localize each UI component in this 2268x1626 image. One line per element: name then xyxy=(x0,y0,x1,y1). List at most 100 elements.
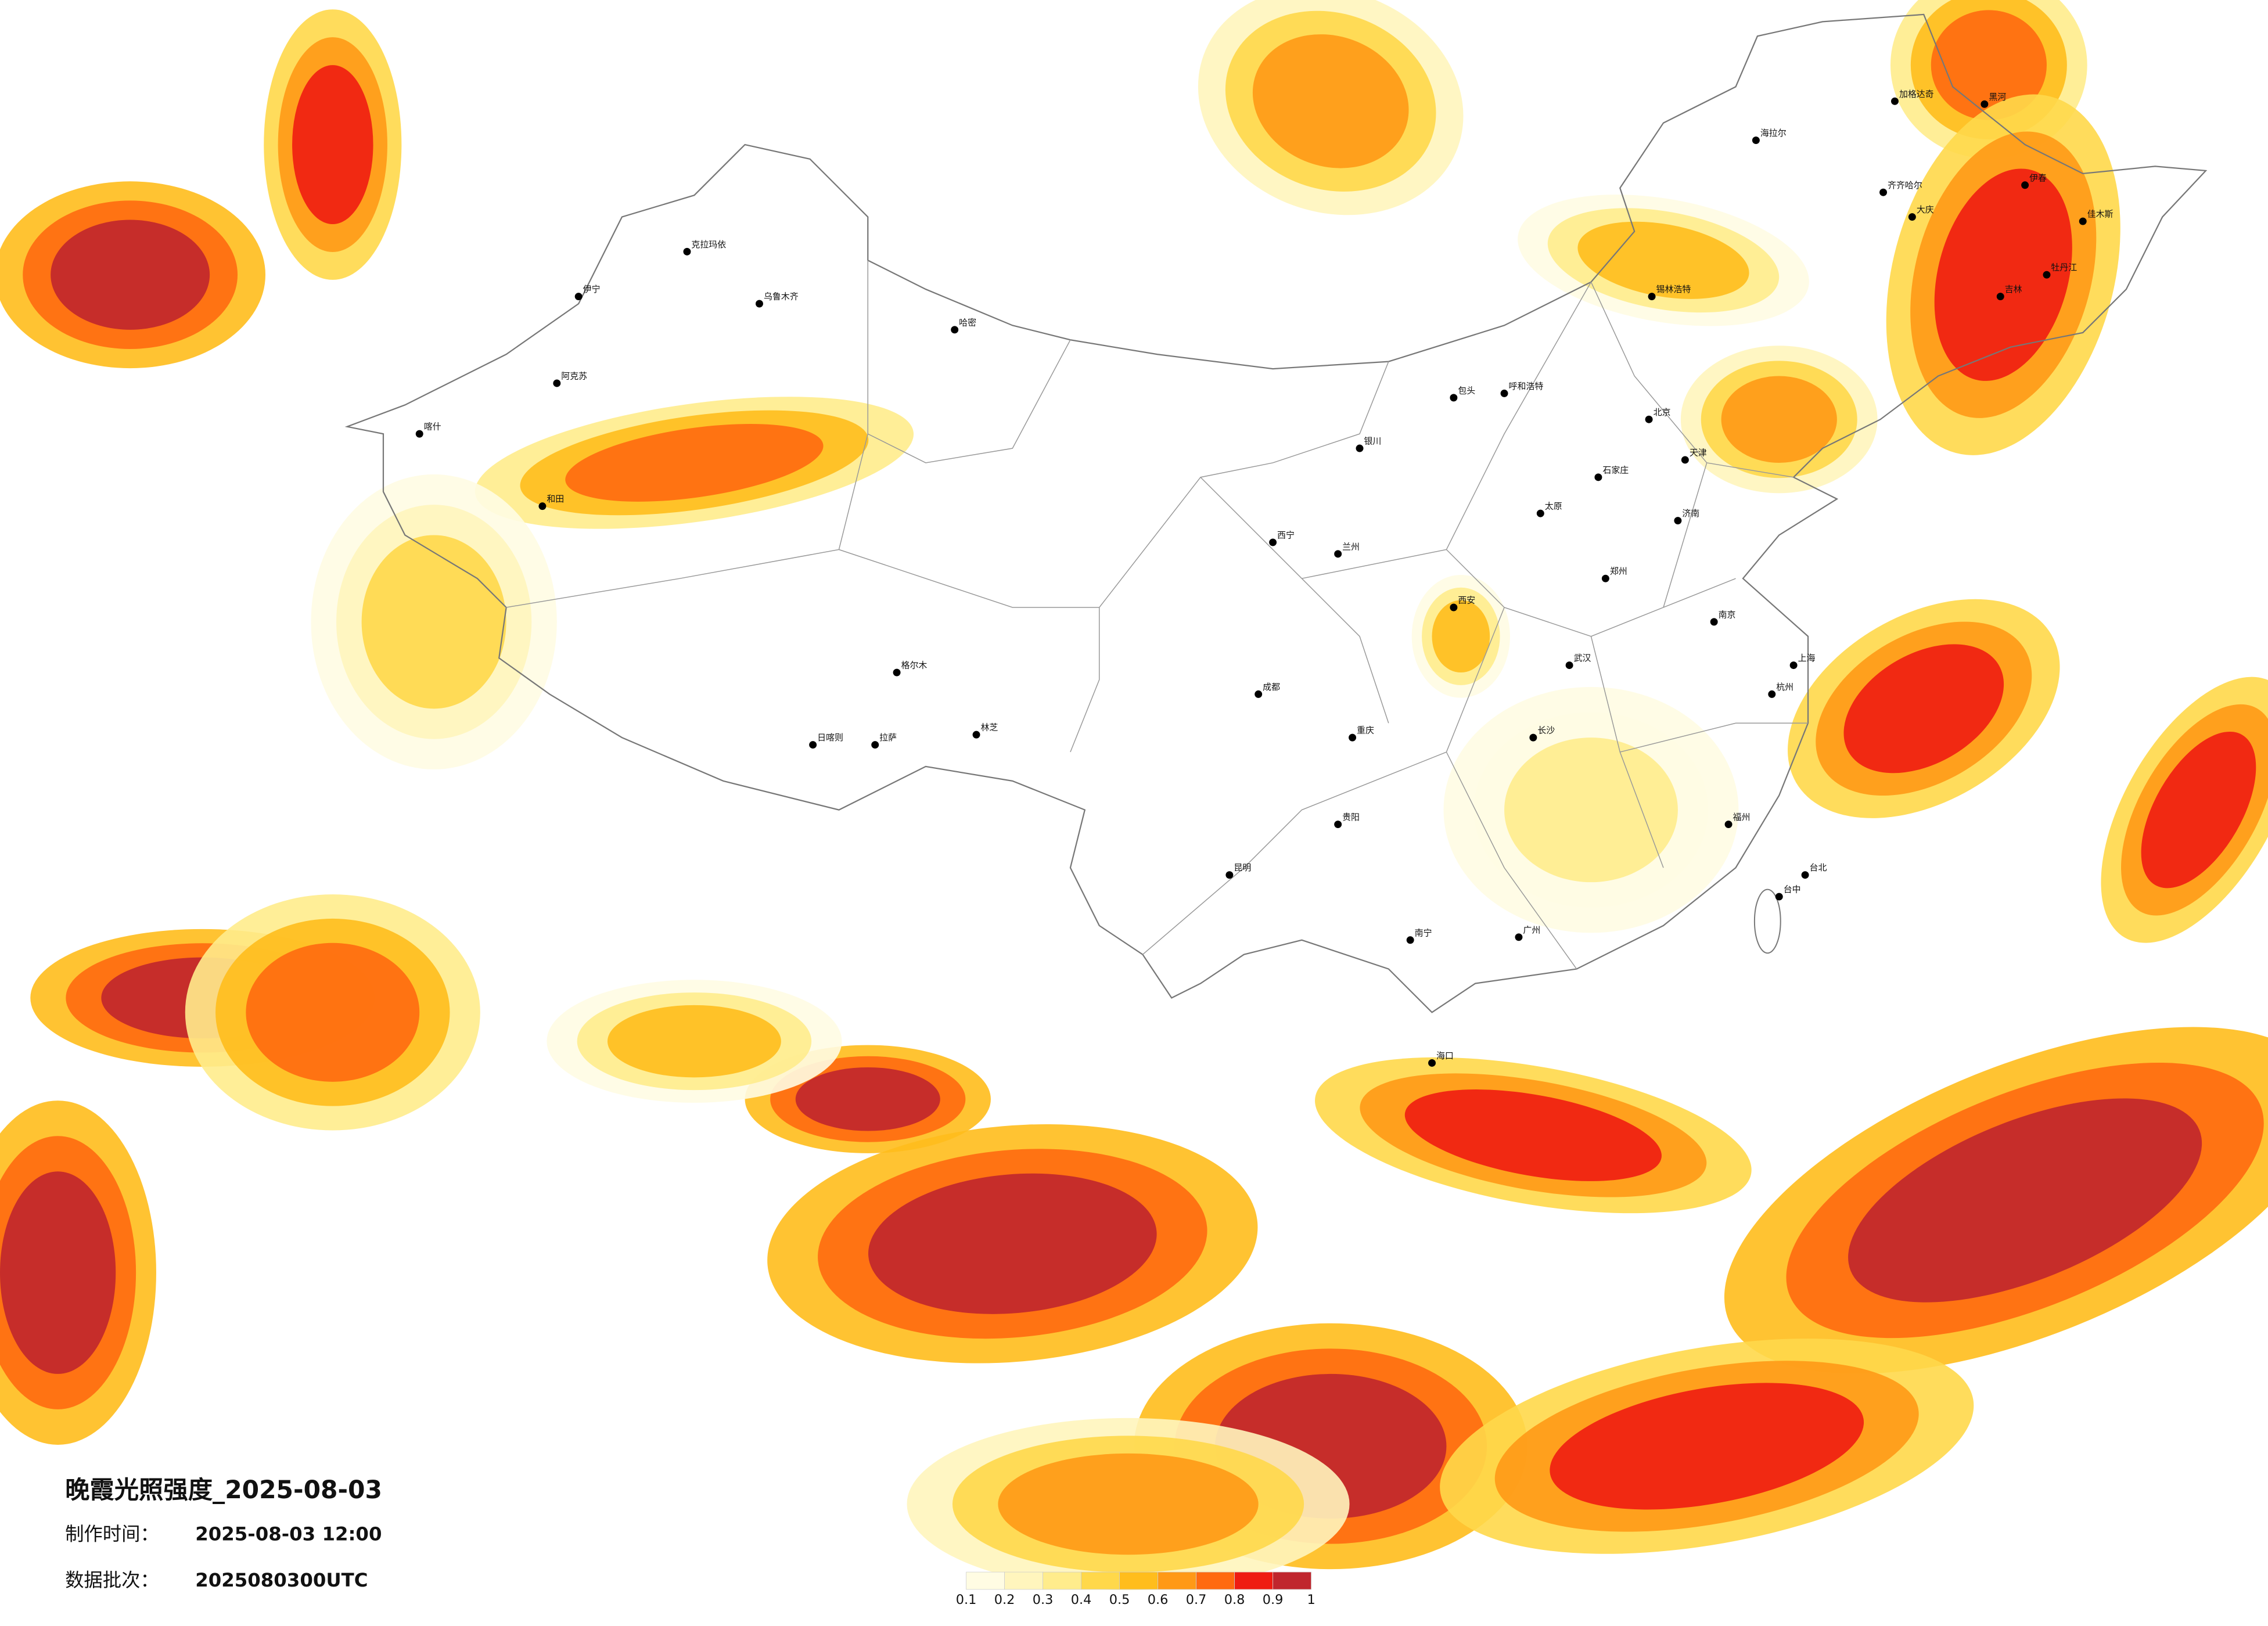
city-dot xyxy=(538,502,547,510)
heat-area xyxy=(868,1173,1157,1314)
city-label: 佳木斯 xyxy=(2087,209,2114,220)
city-label: 银川 xyxy=(1364,436,1381,447)
city-label: 吉林 xyxy=(2005,284,2022,294)
city-label: 海口 xyxy=(1436,1051,1454,1061)
map-title: 晚霞光照强度_2025-08-03 xyxy=(65,1476,382,1504)
made-label: 制作时间： xyxy=(65,1523,159,1545)
legend-swatch xyxy=(966,1571,1005,1590)
city-label: 克拉玛依 xyxy=(691,239,726,250)
city-label: 北京 xyxy=(1654,407,1671,418)
city-label: 南宁 xyxy=(1415,927,1432,938)
city-label: 锡林浩特 xyxy=(1656,284,1691,294)
city-dot xyxy=(2021,181,2029,189)
heat-area xyxy=(361,535,506,709)
city-label: 石家庄 xyxy=(1602,465,1629,475)
city-label: 济南 xyxy=(1682,508,1699,519)
heat-area xyxy=(51,220,210,330)
city-dot xyxy=(1500,389,1508,397)
heat-area xyxy=(0,1171,116,1374)
city-dot xyxy=(1529,733,1537,742)
heat-area xyxy=(1721,376,1837,463)
city-label: 加格达奇 xyxy=(1899,89,1934,99)
heat-area xyxy=(2141,731,2256,888)
city-label: 重庆 xyxy=(1357,725,1374,736)
heat-layer xyxy=(0,0,2268,1591)
city-label: 海拉尔 xyxy=(1760,128,1787,138)
city-dot xyxy=(415,430,423,438)
city-label: 呼和浩特 xyxy=(1509,381,1544,391)
city-label: 郑州 xyxy=(1610,566,1627,577)
taiwan-outline xyxy=(1753,888,1781,954)
city-dot xyxy=(1269,538,1277,546)
legend-tick-label: 0.5 xyxy=(1109,1592,1130,1607)
city-dot xyxy=(871,741,879,749)
city-label: 太原 xyxy=(1545,501,1562,512)
city-dot xyxy=(1752,136,1760,145)
city-label: 包头 xyxy=(1458,385,1475,395)
legend-swatch xyxy=(1158,1571,1196,1590)
city-dot xyxy=(1801,871,1809,879)
city-dot xyxy=(1356,444,1364,452)
heat-area xyxy=(246,942,420,1082)
city-dot xyxy=(1681,456,1689,464)
city-label: 乌鲁木齐 xyxy=(764,292,799,302)
heat-area xyxy=(565,424,824,502)
city-dot xyxy=(1450,603,1458,611)
city-label: 台北 xyxy=(1810,862,1827,873)
city-label: 林芝 xyxy=(981,722,998,733)
legend-tick-label: 0.8 xyxy=(1224,1592,1245,1607)
city-label: 牡丹江 xyxy=(2051,262,2077,273)
city-label: 西宁 xyxy=(1277,530,1295,540)
heat-area xyxy=(795,1067,940,1131)
city-label: 伊春 xyxy=(2029,172,2047,183)
legend-swatch xyxy=(1196,1571,1235,1590)
city-dot xyxy=(1334,550,1342,558)
city-dot xyxy=(553,379,561,387)
city-dot xyxy=(1710,618,1718,626)
legend-swatch xyxy=(1273,1571,1311,1590)
legend-tick-label: 0.4 xyxy=(1071,1592,1092,1607)
city-dot xyxy=(1775,893,1783,901)
city-label: 南京 xyxy=(1719,609,1736,620)
city-dot xyxy=(1908,213,1916,221)
city-dot xyxy=(1981,100,1989,108)
legend-tick-label: 0.1 xyxy=(956,1592,977,1607)
city-label: 日喀则 xyxy=(817,732,843,743)
city-label: 黑河 xyxy=(1989,92,2006,102)
heat-area xyxy=(1843,644,2004,774)
city-dot xyxy=(1601,574,1609,582)
city-dot xyxy=(972,731,980,739)
city-label: 长沙 xyxy=(1537,725,1555,736)
legend-swatch xyxy=(1234,1571,1273,1590)
city-label: 台中 xyxy=(1784,884,1801,895)
heat-area xyxy=(1252,34,1409,168)
heat-area xyxy=(1404,1089,1662,1181)
province-lines xyxy=(506,260,1809,970)
city-label: 齐齐哈尔 xyxy=(1888,180,1922,190)
legend-swatch xyxy=(1004,1571,1043,1590)
city-dot xyxy=(1406,936,1414,944)
city-dot xyxy=(1879,188,1888,196)
legend-tick-label: 0.7 xyxy=(1186,1592,1207,1607)
city-label: 成都 xyxy=(1263,682,1280,692)
city-label: 格尔木 xyxy=(901,660,928,671)
city-label: 广州 xyxy=(1523,924,1540,935)
city-dot xyxy=(893,668,901,677)
city-label: 兰州 xyxy=(1342,541,1360,552)
city-dot xyxy=(574,293,583,301)
city-dot xyxy=(683,247,691,256)
city-label: 和田 xyxy=(547,494,564,504)
city-label: 福州 xyxy=(1733,812,1751,822)
city-dot xyxy=(1349,733,1357,742)
city-label: 杭州 xyxy=(1776,682,1793,692)
made-time: 2025-08-03 12:00 xyxy=(195,1523,382,1545)
city-label: 哈密 xyxy=(959,317,976,328)
city-label: 贵阳 xyxy=(1342,812,1360,822)
city-label: 昆明 xyxy=(1234,862,1251,873)
legend-tick-label: 0.2 xyxy=(994,1592,1015,1607)
city-dot xyxy=(1789,661,1798,670)
city-dot xyxy=(1450,394,1458,402)
city-dot xyxy=(1225,871,1234,879)
legend-tick-label: 0.9 xyxy=(1263,1592,1284,1607)
